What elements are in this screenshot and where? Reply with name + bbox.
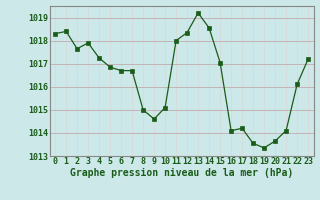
X-axis label: Graphe pression niveau de la mer (hPa): Graphe pression niveau de la mer (hPa): [70, 168, 293, 178]
